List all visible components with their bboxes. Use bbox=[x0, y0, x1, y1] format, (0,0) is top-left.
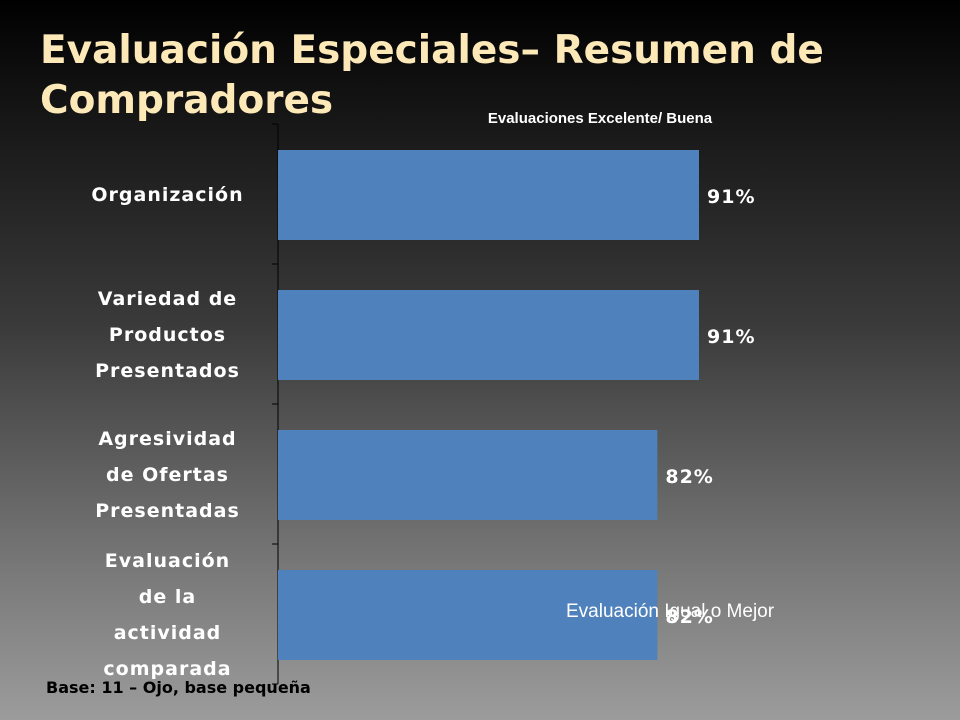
bar bbox=[278, 570, 658, 660]
chart-title: Evaluaciones Excelente/ Buena bbox=[487, 110, 713, 127]
bar bbox=[278, 150, 699, 240]
category-label-line: actividad bbox=[113, 622, 222, 644]
category-label-line: Organización bbox=[91, 184, 244, 206]
data-label: 82% bbox=[665, 606, 713, 628]
category-label: Organización bbox=[70, 177, 265, 213]
category-label-line: Variedad de bbox=[97, 288, 238, 310]
category-label-line: comparada bbox=[103, 658, 232, 680]
category-label-line: Presentados bbox=[95, 360, 240, 382]
category-label-line: de Ofertas bbox=[106, 464, 229, 486]
category-label-line: Presentadas bbox=[95, 500, 240, 522]
footnote: Base: 11 – Ojo, base pequeña bbox=[46, 678, 311, 697]
category-label-line: Productos bbox=[108, 324, 227, 346]
data-label: 82% bbox=[665, 466, 713, 488]
data-label: 91% bbox=[707, 326, 755, 348]
category-label-line: Evaluación bbox=[104, 550, 231, 572]
bar bbox=[278, 290, 699, 380]
category-label-line: de la bbox=[138, 586, 197, 608]
category-label: Evaluación de la actividad comparada bbox=[70, 543, 265, 687]
page-title: Evaluación Especiales– Resumen de Compra… bbox=[40, 28, 824, 123]
category-label-line: Agresividad bbox=[98, 428, 237, 450]
category-label: Variedad de Productos Presentados bbox=[70, 281, 265, 389]
category-label: Agresividad de Ofertas Presentadas bbox=[70, 421, 265, 529]
chart-note: Evaluación Igual o Mejor bbox=[566, 601, 775, 622]
data-label: 91% bbox=[707, 186, 755, 208]
bar bbox=[278, 430, 658, 520]
